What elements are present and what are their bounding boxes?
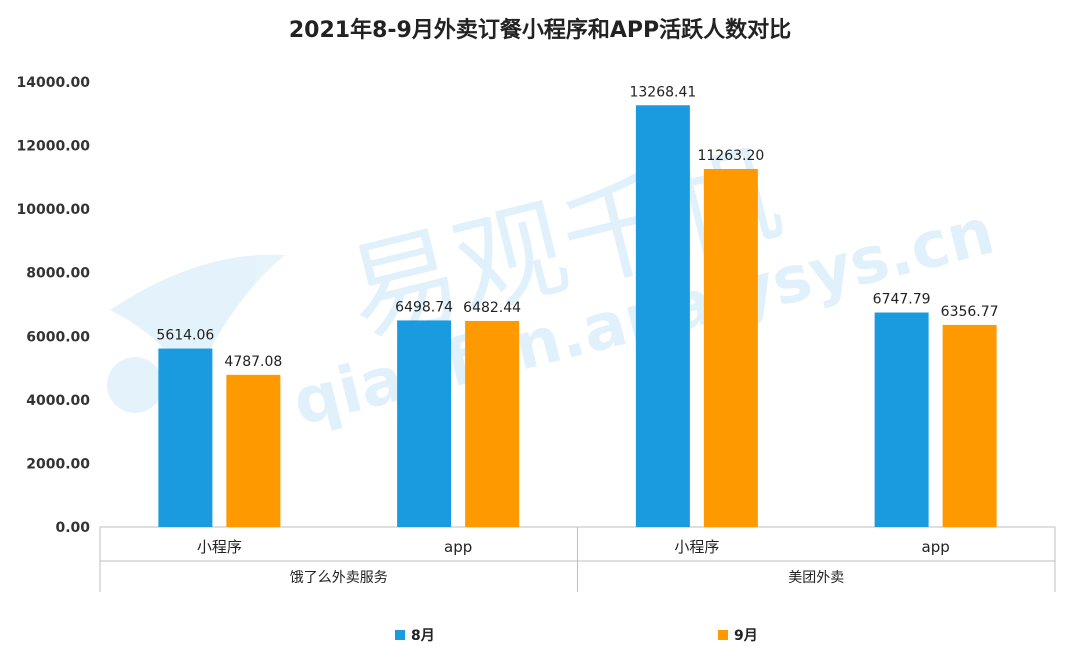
legend: 8月 9月 (395, 628, 758, 644)
y-tick-label: 2000.00 (26, 456, 90, 472)
x-category-label: 小程序 (674, 538, 719, 556)
bar (635, 105, 690, 527)
y-tick-label: 6000.00 (26, 329, 90, 345)
y-tick-label: 14000.00 (16, 75, 90, 91)
legend-label: 9月 (734, 628, 758, 644)
axis-layer: 0.00 2000.00 4000.00 6000.00 8000.00 10000.00… (16, 75, 1056, 592)
data-label-layer: 5614.06 6498.74 13268.41 6747.79 4787.08 6482… (156, 84, 998, 370)
legend-swatch (395, 630, 405, 640)
legend-swatch (718, 630, 728, 640)
legend-label: 8月 (411, 628, 435, 644)
y-tick-label: 0.00 (55, 520, 90, 536)
bar (158, 348, 213, 527)
x-category-label: app (922, 538, 950, 556)
bar (703, 168, 758, 527)
data-label: 11263.20 (697, 148, 764, 164)
x-group-label: 美团外卖 (788, 570, 844, 586)
x-category-label: app (444, 538, 472, 556)
bar (397, 320, 452, 527)
watermark-wing-icon (110, 254, 285, 390)
data-label: 5614.06 (156, 328, 214, 344)
y-tick-label: 10000.00 (16, 202, 90, 218)
data-label: 13268.41 (629, 84, 696, 100)
data-label: 6498.74 (395, 299, 453, 315)
y-tick-label: 8000.00 (26, 266, 90, 282)
data-label: 6482.44 (463, 300, 521, 316)
bar (942, 324, 997, 527)
bar (226, 374, 281, 527)
x-category-label: 小程序 (197, 538, 242, 556)
bar (465, 320, 520, 527)
bar (874, 312, 929, 527)
bar-layer (158, 105, 997, 527)
data-label: 6356.77 (941, 304, 999, 320)
data-label: 6747.79 (873, 292, 931, 308)
watermark-dot-icon (107, 357, 163, 413)
y-tick-label: 12000.00 (16, 139, 90, 155)
data-label: 4787.08 (224, 354, 282, 370)
x-group-label: 饿了么外卖服务 (290, 570, 388, 586)
y-tick-label: 4000.00 (26, 393, 90, 409)
chart-title: 2021年8-9月外卖订餐小程序和APP活跃人数对比 (288, 18, 792, 43)
